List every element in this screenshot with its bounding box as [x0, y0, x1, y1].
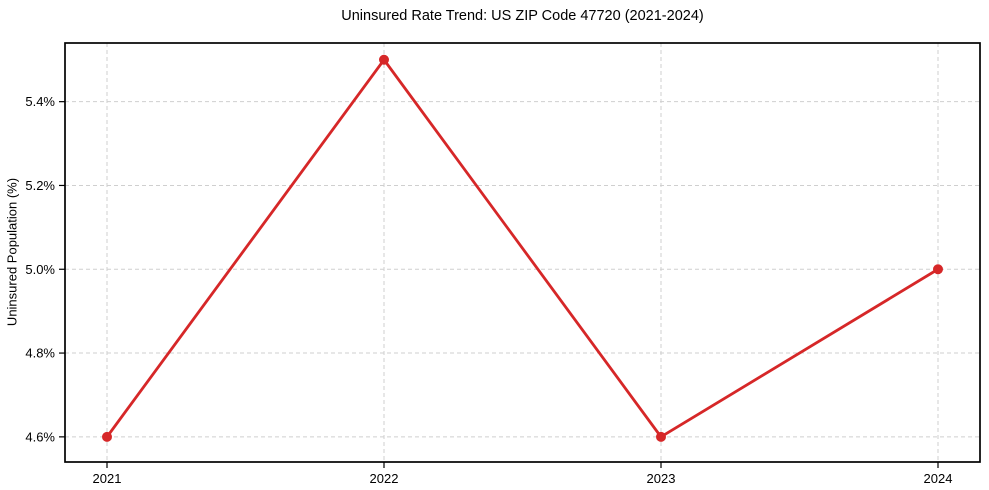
trend-line [105, 58, 940, 439]
data-point-marker [933, 264, 943, 275]
chart-title: Uninsured Rate Trend: US ZIP Code 47720 … [341, 8, 704, 24]
y-tick-label: 5.0% [25, 262, 55, 277]
x-tick-label: 2023 [647, 471, 676, 486]
data-point-marker [102, 431, 112, 442]
y-tick-label: 5.2% [25, 178, 55, 193]
plot-frame [64, 42, 981, 463]
y-tick-label: 5.4% [25, 94, 55, 109]
data-point-marker [379, 54, 389, 65]
y-tick-label: 4.6% [25, 429, 55, 444]
x-tick-label: 2022 [370, 471, 399, 486]
y-tick-label: 4.8% [25, 346, 55, 361]
x-tick-label: 2024 [924, 471, 953, 486]
data-point-marker [656, 431, 666, 442]
x-tick-label: 2021 [93, 471, 122, 486]
